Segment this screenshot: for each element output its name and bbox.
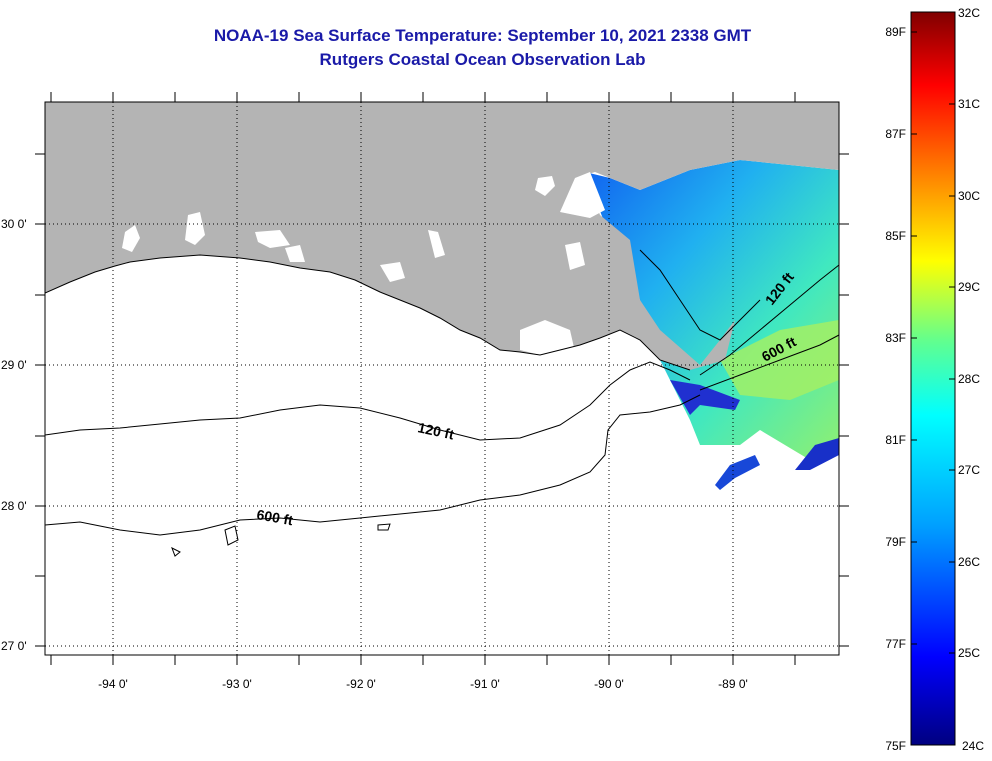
sst-cool-patch [670,380,740,415]
lon-label-94: -94 0' [98,677,128,691]
lake-5 [285,245,305,262]
lon-label-89: -89 0' [718,677,748,691]
lake-7 [428,230,445,258]
isobath-islands [171,523,391,557]
map-title: NOAA-19 Sea Surface Temperature: Septemb… [213,26,752,45]
colorbar-f-75: 75F [885,739,906,753]
sst-cool-patch-2 [795,438,839,470]
colorbar-c-25: 25C [958,646,980,660]
colorbar-c-29: 29C [958,280,980,294]
colorbar-c-30: 30C [958,189,980,203]
colorbar-c-24: 24C [962,739,984,753]
lat-label-28: 28 0' [1,499,27,513]
isobath-label-600ft-west: 600 ft [255,506,294,528]
colorbar-f-85: 85F [885,229,906,243]
lat-label-30: 30 0' [1,217,27,231]
sst-cool-patch-3 [715,455,760,490]
lake-3 [185,212,205,245]
colorbar-c-31: 31C [958,97,980,111]
colorbar-f-77: 77F [885,637,906,651]
isobath-120ft [45,264,839,441]
map-subtitle: Rutgers Coastal Ocean Observation Lab [319,50,646,69]
lon-label-92: -92 0' [346,677,376,691]
lon-label-93: -93 0' [222,677,252,691]
cloud-mask [560,172,605,218]
colorbar-f-89: 89F [885,25,906,39]
coastline-inner [639,249,761,341]
map-ticks [35,92,849,665]
colorbar [910,11,956,746]
lake-2 [122,225,140,252]
lake-8 [565,242,585,270]
colorbar-f-79: 79F [885,535,906,549]
lat-label-27: 27 0' [1,639,27,653]
isobath-600ft [45,334,839,536]
lon-label-91: -91 0' [470,677,500,691]
colorbar-c-26: 26C [958,555,980,569]
map-frame [44,101,840,656]
coast-gap [520,320,575,355]
colorbar-f-83: 83F [885,331,906,345]
colorbar-c-32: 32C [958,6,980,20]
colorbar-c-27: 27C [958,463,980,477]
colorbar-f-87: 87F [885,127,906,141]
lake-4 [255,230,290,248]
colorbar-c-28: 28C [958,372,980,386]
lat-label-29: 29 0' [1,358,27,372]
lake [535,176,555,196]
colorbar-f-81: 81F [885,433,906,447]
lake-6 [380,262,405,282]
graticule [45,102,839,655]
lon-label-90: -90 0' [594,677,624,691]
coastline [45,254,691,371]
land-mass [45,102,839,370]
isobath-label-120ft-west: 120 ft [416,419,455,442]
colorbar-ticks [911,31,955,654]
